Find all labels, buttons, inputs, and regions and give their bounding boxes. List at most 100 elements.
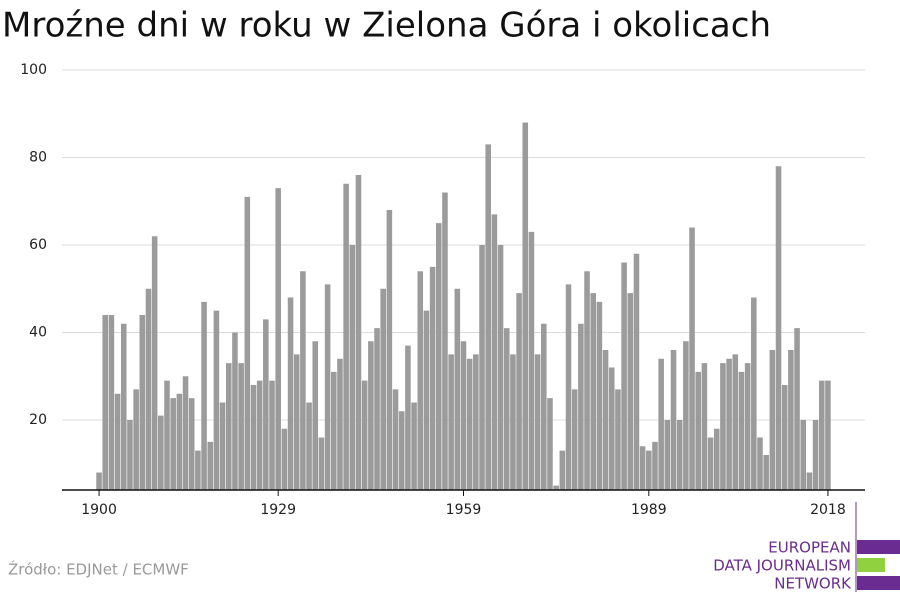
bar [188, 398, 195, 490]
bar [343, 183, 349, 490]
x-tick-label: 1959 [446, 502, 482, 518]
bar [565, 284, 572, 490]
bar [361, 380, 368, 490]
bar [417, 271, 424, 490]
chart-title: Mroźne dni w roku w Zielona Góra i okoli… [2, 6, 771, 46]
bar [238, 363, 244, 490]
bar [374, 328, 380, 490]
bar [590, 293, 596, 490]
bar [331, 371, 337, 490]
bar [627, 293, 634, 490]
y-tick-label: 40 [29, 325, 47, 341]
bar [324, 284, 331, 490]
bar [120, 323, 127, 490]
bar [547, 398, 553, 490]
bar [213, 310, 220, 490]
bar [380, 288, 386, 490]
logo: EUROPEAN DATA JOURNALISM NETWORK [713, 502, 900, 593]
bar [812, 420, 819, 490]
bar [794, 328, 800, 490]
bar [584, 271, 590, 490]
bar [195, 450, 201, 490]
bar [751, 297, 757, 490]
bar [578, 323, 584, 490]
bar [825, 380, 831, 490]
bar [460, 341, 467, 490]
bar [738, 371, 745, 490]
bar [281, 428, 288, 490]
bar [306, 402, 312, 490]
bar [244, 196, 251, 490]
logo-bar [857, 558, 885, 572]
bar [676, 420, 683, 490]
bar [429, 266, 436, 490]
bar [602, 350, 609, 490]
bar [670, 350, 677, 490]
bar [151, 236, 158, 490]
bar [621, 262, 627, 490]
bar [571, 389, 578, 490]
y-tick-label: 100 [20, 62, 47, 78]
bar [559, 450, 566, 490]
bar [127, 420, 133, 490]
bar [763, 455, 769, 490]
x-tick-label: 1900 [81, 502, 117, 518]
bar [683, 341, 689, 490]
bar [596, 301, 603, 490]
x-tick-label: 2018 [810, 502, 846, 518]
bar [497, 245, 504, 490]
bar [695, 371, 702, 490]
bar [726, 358, 732, 490]
bar [689, 227, 695, 490]
bar [664, 420, 671, 490]
bar [516, 293, 522, 490]
bar [608, 367, 615, 490]
bar [182, 376, 189, 490]
bar [312, 341, 319, 490]
bar [293, 354, 300, 490]
bar [411, 402, 417, 490]
bar [139, 315, 146, 490]
bar [256, 380, 263, 490]
bar [658, 358, 664, 490]
bar [287, 297, 294, 490]
bar [720, 363, 726, 490]
bar [534, 354, 541, 490]
bar [701, 363, 708, 490]
logo-bar [857, 540, 900, 554]
bar [707, 437, 714, 490]
bar [713, 428, 720, 490]
bar [479, 245, 485, 490]
bar [102, 315, 109, 490]
bar [423, 310, 430, 490]
bar [263, 319, 269, 490]
bar [355, 175, 362, 490]
bar [541, 323, 547, 490]
x-tick-label: 1989 [631, 502, 667, 518]
bar [732, 354, 739, 490]
bar [398, 411, 405, 490]
bar [337, 358, 343, 490]
bar [800, 420, 807, 490]
bar [775, 166, 782, 490]
bar [485, 144, 491, 490]
bar [818, 380, 825, 490]
bar [646, 450, 652, 490]
bar [528, 231, 535, 490]
bar [473, 354, 479, 490]
bar [219, 402, 226, 490]
bar [232, 332, 238, 490]
bar [108, 315, 115, 490]
bar [368, 341, 374, 490]
bar [436, 223, 442, 490]
bar [405, 345, 411, 490]
y-tick-label: 80 [29, 150, 47, 166]
bar [633, 253, 640, 490]
bar [145, 288, 152, 490]
bar [510, 354, 516, 490]
bar [275, 188, 281, 490]
bar [788, 350, 794, 490]
x-tick-label: 1929 [260, 502, 296, 518]
bar [781, 385, 788, 490]
